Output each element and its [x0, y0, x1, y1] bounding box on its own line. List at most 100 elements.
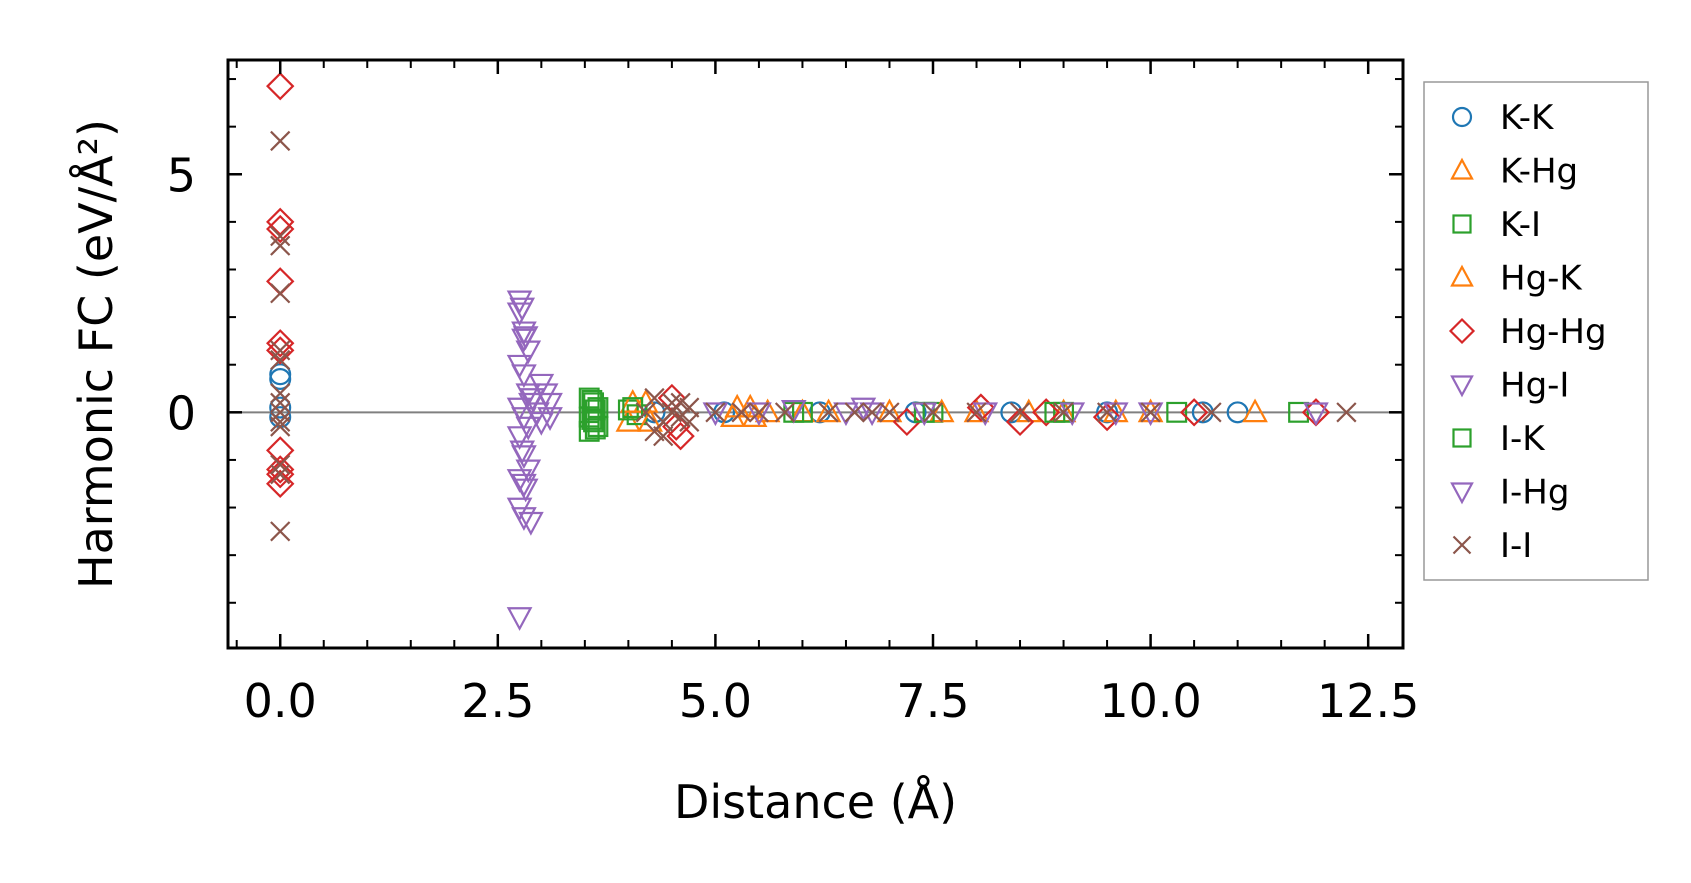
data-point: [1336, 402, 1357, 423]
data-point: [1009, 402, 1031, 423]
legend-item: Hg-Hg: [1448, 312, 1607, 352]
legend-label: Hg-K: [1500, 259, 1583, 299]
data-point: [270, 454, 291, 475]
data-point: [702, 402, 729, 427]
data-point: [266, 214, 295, 244]
x-tick-label: 5.0: [679, 674, 752, 728]
legend-frame: [1423, 81, 1649, 581]
data-point: [859, 402, 885, 427]
data-point: [511, 364, 537, 389]
data-point: [705, 402, 726, 423]
data-point: [270, 392, 291, 413]
legend-marker: [1450, 157, 1474, 180]
data-point: [731, 402, 752, 423]
data-point: [266, 460, 295, 489]
data-point: [1201, 402, 1222, 423]
legend-label: Hg-Hg: [1500, 312, 1607, 352]
data-point: [922, 402, 944, 423]
series-i-i: [270, 130, 1357, 542]
y-tick-label: 5: [167, 148, 196, 202]
data-point: [619, 388, 646, 413]
data-point: [1166, 401, 1188, 423]
data-point: [637, 407, 663, 432]
legend-item: Hg-K: [1450, 259, 1583, 299]
data-point: [269, 396, 292, 419]
data-markers: [266, 71, 1357, 631]
legend-marker: [1451, 106, 1473, 128]
data-point: [1179, 398, 1209, 427]
data-point: [626, 404, 648, 426]
data-point: [270, 283, 291, 304]
legend-item: I-I: [1452, 526, 1532, 566]
data-point: [270, 402, 291, 423]
data-point: [666, 421, 695, 451]
data-point: [748, 402, 770, 423]
data-point: [512, 478, 539, 503]
data-point: [269, 367, 292, 390]
legend-marker: [1452, 214, 1472, 234]
data-point: [615, 407, 642, 432]
data-point: [524, 402, 550, 427]
data-point: [266, 71, 295, 101]
data-point: [506, 426, 533, 450]
legend-item: I-Hg: [1450, 473, 1569, 513]
x-tick-label: 2.5: [461, 674, 534, 728]
legend-label: K-K: [1500, 98, 1555, 138]
data-point: [270, 464, 291, 485]
plot-area-frame: [226, 58, 1405, 650]
data-point: [266, 329, 295, 358]
data-point: [266, 336, 295, 365]
data-point: [815, 398, 842, 423]
data-point: [270, 130, 291, 152]
y-axis-ticks: 05: [167, 78, 1403, 604]
x-tick-label: 0.0: [244, 674, 317, 728]
legend-marker: [1452, 535, 1472, 555]
data-point: [518, 511, 544, 536]
data-point: [679, 411, 700, 432]
data-point: [1288, 401, 1310, 423]
data-point: [511, 507, 537, 531]
data-point: [1092, 402, 1122, 432]
data-point: [774, 402, 796, 423]
data-point: [1303, 402, 1329, 427]
data-point: [661, 392, 683, 413]
x-axis-ticks: 0.0 2.5 5.0 7.5 10.0 12.5: [235, 60, 1419, 728]
data-point: [270, 383, 291, 404]
data-point: [741, 403, 768, 427]
legend-item: Hg-I: [1450, 366, 1569, 406]
data-point: [512, 326, 539, 351]
data-point: [1226, 401, 1249, 424]
data-point: [670, 392, 691, 413]
x-axis-label: Distance (Å): [674, 775, 957, 829]
data-point: [506, 607, 533, 631]
x-tick-label: 7.5: [896, 674, 969, 728]
data-point: [1096, 402, 1118, 423]
data-point: [966, 402, 987, 423]
legend-label: I-Hg: [1500, 473, 1569, 513]
legend: K-K K-Hg K-I Hg-K Hg-Hg Hg-I I-K I-Hg I-I: [1423, 81, 1649, 581]
data-point: [653, 426, 674, 447]
data-point: [746, 402, 772, 427]
legend-label: I-I: [1500, 526, 1532, 566]
data-point: [1140, 402, 1161, 423]
data-point: [1137, 398, 1164, 423]
legend-marker: [1450, 375, 1474, 398]
data-point: [1005, 407, 1035, 437]
data-point: [635, 402, 656, 423]
data-point: [1053, 402, 1074, 423]
legend-marker: [1450, 264, 1474, 287]
y-axis-label: Harmonic FC (eV/Å²): [69, 119, 123, 589]
data-point: [266, 469, 295, 498]
data-point: [578, 420, 600, 442]
data-point: [876, 398, 903, 423]
data-point: [537, 407, 563, 431]
data-point: [780, 400, 807, 424]
data-point: [1137, 402, 1164, 427]
legend-marker: [1448, 317, 1476, 345]
data-point: [879, 402, 900, 423]
legend-item: I-K: [1452, 419, 1546, 459]
legend-marker: [1450, 482, 1474, 505]
legend-label: I-K: [1500, 419, 1546, 459]
data-point: [1242, 398, 1268, 423]
